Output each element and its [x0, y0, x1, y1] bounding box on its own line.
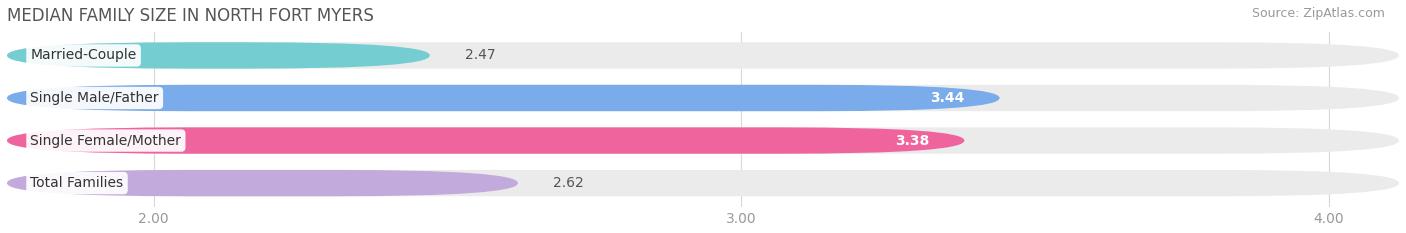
- FancyBboxPatch shape: [7, 170, 1399, 196]
- FancyBboxPatch shape: [7, 170, 517, 196]
- Text: 3.38: 3.38: [894, 134, 929, 147]
- Text: Source: ZipAtlas.com: Source: ZipAtlas.com: [1251, 7, 1385, 20]
- FancyBboxPatch shape: [7, 85, 1000, 111]
- Text: 2.47: 2.47: [465, 48, 496, 62]
- Text: 3.44: 3.44: [929, 91, 965, 105]
- Text: Married-Couple: Married-Couple: [31, 48, 136, 62]
- Text: MEDIAN FAMILY SIZE IN NORTH FORT MYERS: MEDIAN FAMILY SIZE IN NORTH FORT MYERS: [7, 7, 374, 25]
- Text: Single Female/Mother: Single Female/Mother: [31, 134, 181, 147]
- FancyBboxPatch shape: [7, 42, 1399, 69]
- Text: 2.62: 2.62: [553, 176, 583, 190]
- Text: Single Male/Father: Single Male/Father: [31, 91, 159, 105]
- Text: Total Families: Total Families: [31, 176, 124, 190]
- FancyBboxPatch shape: [7, 127, 1399, 154]
- FancyBboxPatch shape: [7, 85, 1399, 111]
- FancyBboxPatch shape: [7, 127, 965, 154]
- FancyBboxPatch shape: [7, 42, 430, 69]
